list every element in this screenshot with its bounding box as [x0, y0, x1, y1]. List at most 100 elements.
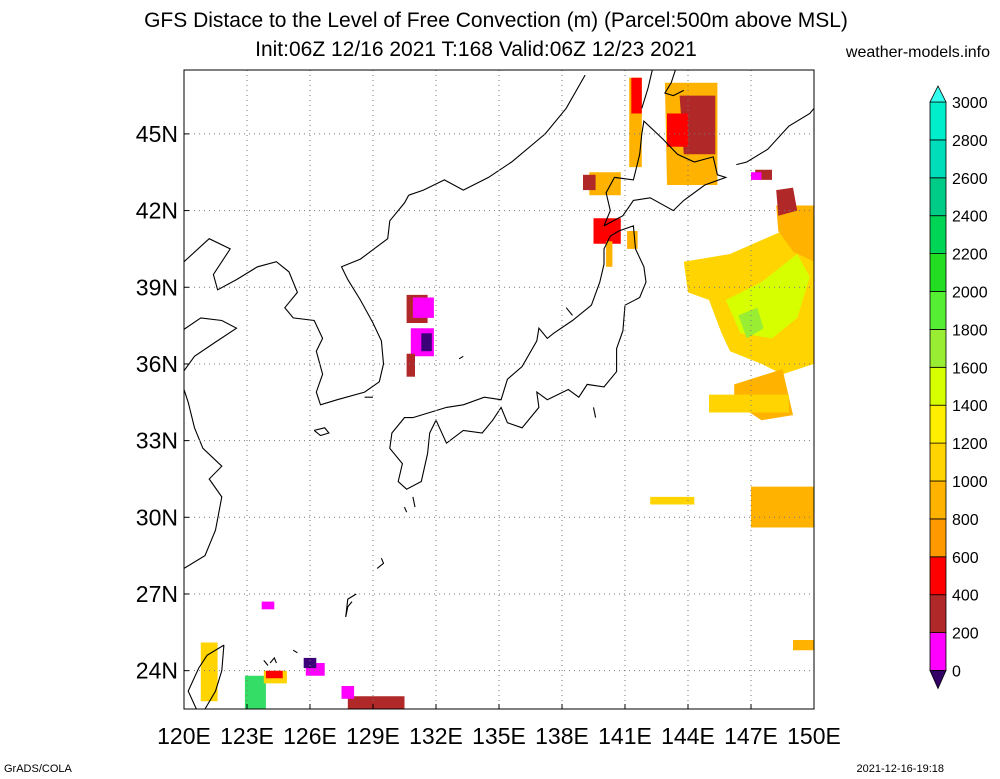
longitude-labels: 120E 123E 126E 129E 132E 135E 138E 141E 144E 147E…	[157, 723, 841, 749]
lfc-region	[631, 77, 642, 114]
lat-label: 27N	[136, 581, 178, 607]
colorbar-label: 1600	[952, 360, 988, 377]
colorbar-box	[929, 404, 947, 444]
coastline	[736, 107, 814, 166]
lfc-region	[606, 241, 613, 267]
coastline	[565, 307, 573, 316]
lfc-region	[593, 218, 621, 244]
colorbar-box	[929, 366, 947, 406]
lfc-region	[583, 174, 596, 191]
lat-label: 30N	[136, 504, 178, 530]
lon-label: 150E	[787, 723, 841, 749]
latitude-labels: 45N 42N 39N 36N 33N 30N 27N 24N	[136, 121, 178, 684]
colorbar-box	[929, 594, 947, 634]
colorbar-label: 400	[952, 588, 979, 605]
lon-label: 126E	[283, 723, 337, 749]
lat-label: 42N	[136, 198, 178, 224]
gridlines	[183, 70, 815, 709]
colorbar-box	[929, 442, 947, 482]
colorbar-label: 200	[952, 626, 979, 643]
colorbar-box	[929, 518, 947, 558]
colorbar-label: 0	[952, 664, 961, 681]
lat-label: 39N	[136, 274, 178, 300]
lon-label: 135E	[472, 723, 526, 749]
colorbar-label: 2600	[952, 171, 988, 188]
coastline	[412, 496, 416, 508]
lfc-region	[303, 657, 317, 669]
lfc-region	[650, 496, 695, 505]
lfc-region	[776, 205, 814, 262]
lon-label: 120E	[157, 723, 211, 749]
colorbar-box	[929, 215, 947, 254]
lfc-region	[709, 394, 789, 413]
chart-title: GFS Distace to the Level of Free Convect…	[144, 9, 848, 32]
colorbar-label: 1000	[952, 474, 988, 491]
lfc-region	[776, 187, 798, 216]
coastline	[592, 407, 597, 418]
lfc-region	[589, 172, 621, 196]
colorbar: 0 200 400 600 800 1000 1200 1400 1600 1800 2000 220…	[929, 85, 988, 690]
lfc-region	[347, 696, 405, 709]
coastline	[269, 656, 277, 664]
lfc-region	[751, 486, 814, 528]
colorbar-label: 800	[952, 512, 979, 529]
lat-label: 33N	[136, 428, 178, 454]
coastline	[292, 649, 298, 654]
colorbar-over-arrow	[929, 85, 947, 103]
lfc-region	[679, 95, 716, 155]
lon-label: 147E	[724, 723, 778, 749]
coastlines	[184, 70, 814, 709]
lfc-region	[265, 670, 283, 679]
coastline	[345, 593, 357, 618]
lfc-region	[421, 333, 432, 352]
colorbar-box	[929, 480, 947, 520]
colorbar-label: 1400	[952, 398, 988, 415]
coastline	[204, 645, 225, 709]
colorbar-label: 600	[952, 550, 979, 567]
colorbar-box	[929, 556, 947, 596]
coastline	[313, 427, 330, 437]
colorbar-box	[929, 101, 947, 141]
coastline	[376, 557, 385, 569]
lat-label: 45N	[136, 121, 178, 147]
coastline	[408, 74, 586, 196]
colorbar-box	[929, 328, 947, 368]
lon-label: 141E	[598, 723, 652, 749]
coastline	[664, 70, 685, 97]
lon-label: 132E	[409, 723, 463, 749]
coastline	[403, 506, 408, 513]
colorbar-label: 2800	[952, 133, 988, 150]
lon-label: 129E	[346, 723, 400, 749]
coastline	[603, 119, 728, 227]
lfc-region	[200, 642, 218, 702]
colorbar-box	[929, 291, 947, 330]
colorbar-box	[929, 177, 947, 217]
lfc-region	[406, 353, 415, 377]
lfc-region	[261, 601, 275, 610]
lon-label: 144E	[661, 723, 715, 749]
coastline	[263, 660, 269, 666]
coastline	[187, 644, 225, 709]
lfc-region	[751, 172, 762, 180]
coastline	[184, 194, 410, 406]
lfc-region	[738, 307, 764, 339]
lon-label: 138E	[535, 723, 589, 749]
footer-timestamp: 2021-12-16-19:18	[856, 763, 944, 775]
lfc-region	[667, 113, 688, 147]
site-credit: weather-models.info	[845, 44, 990, 61]
colorbar-label: 3000	[952, 95, 988, 112]
lfc-fill-regions	[200, 77, 814, 709]
lat-label: 24N	[136, 658, 178, 684]
colorbar-box	[929, 632, 947, 671]
colorbar-label: 1200	[952, 436, 988, 453]
lfc-region	[244, 675, 266, 709]
map-frame	[183, 69, 815, 710]
colorbar-label: 1800	[952, 322, 988, 339]
coastline	[184, 317, 238, 569]
colorbar-label: 2400	[952, 209, 988, 226]
coastline	[641, 70, 653, 109]
lfc-region	[627, 231, 638, 249]
colorbar-under-arrow	[929, 670, 947, 690]
lfc-region	[412, 297, 434, 318]
